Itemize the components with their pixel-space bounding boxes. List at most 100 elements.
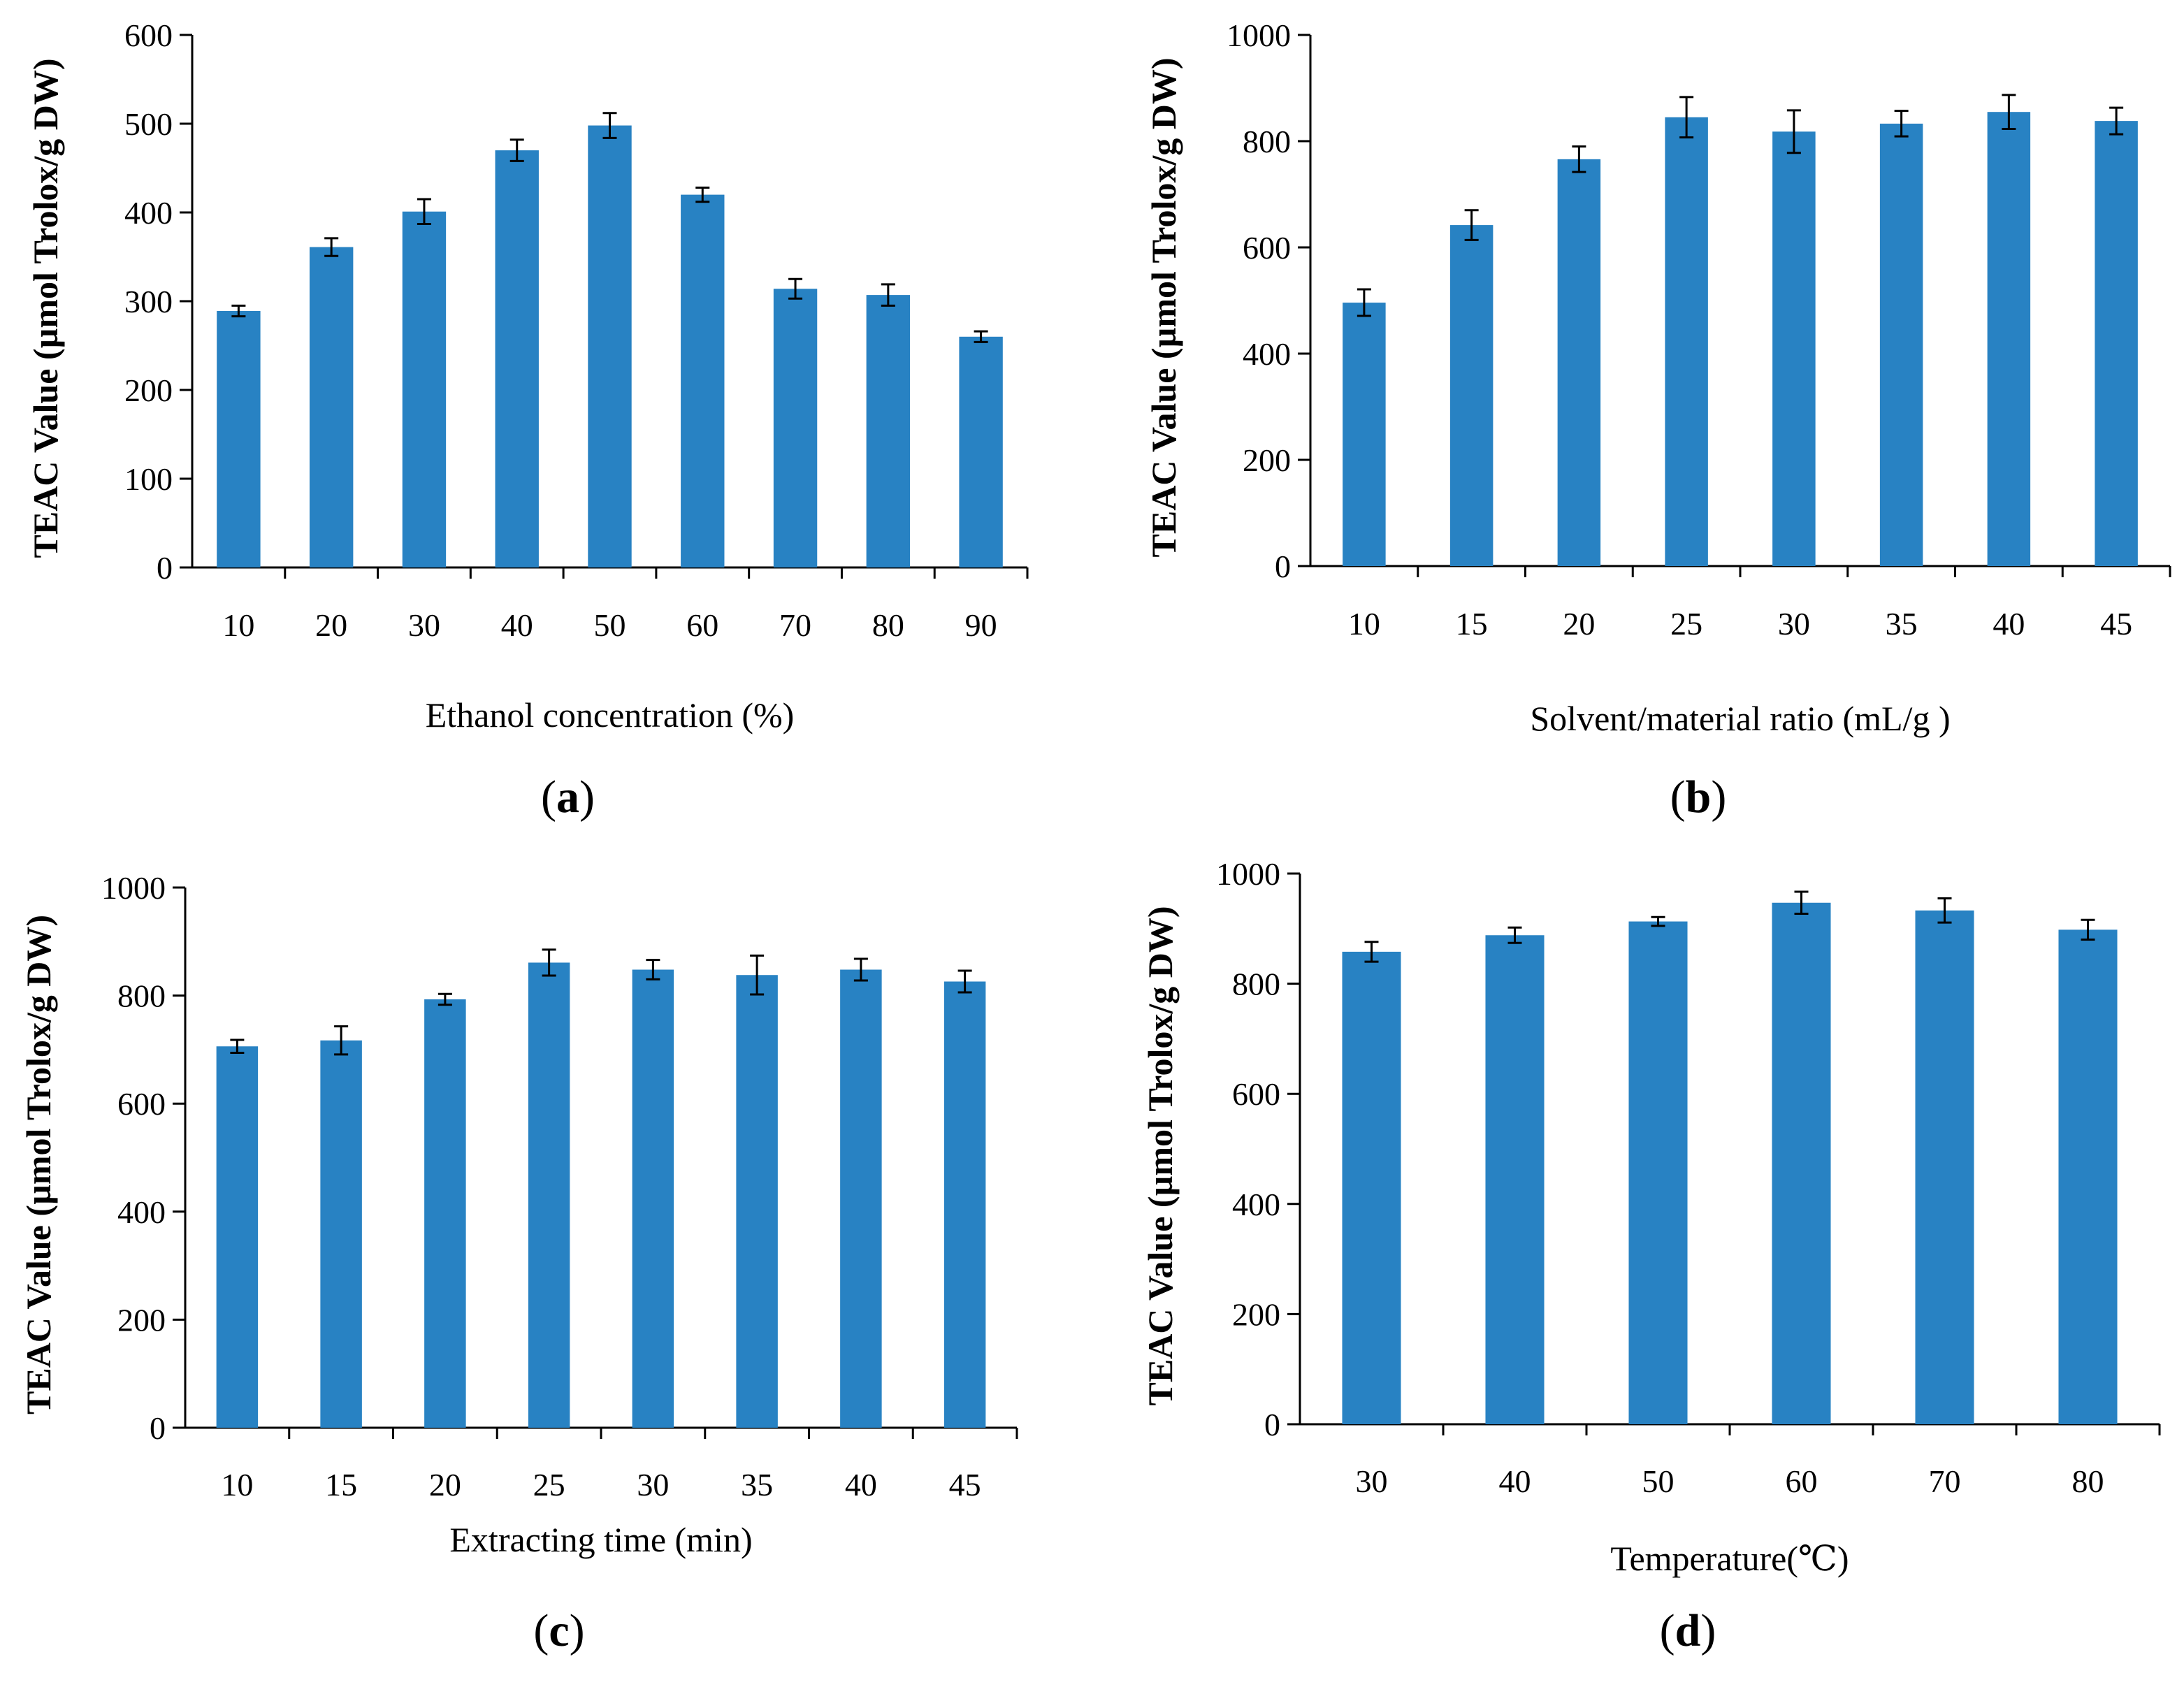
bar-15: [320, 1040, 362, 1428]
y-tick-label: 0: [150, 1410, 166, 1446]
x-tick-label: 20: [1563, 606, 1595, 642]
x-tick-label: 30: [637, 1467, 669, 1503]
bar-30: [1342, 951, 1401, 1424]
x-tick-label: 45: [949, 1467, 981, 1503]
y-axis-title: TEAC Value (µmol Trolox/g DW): [1144, 58, 1183, 558]
y-tick-label: 1000: [101, 870, 166, 906]
x-tick-label: 15: [325, 1467, 357, 1503]
x-tick-label: 40: [501, 607, 533, 643]
bar-50: [1628, 921, 1688, 1424]
chart-panel-d: 0 200 400 600 800 1000 30 40 50 60 70 80 Temperature…: [1141, 856, 2161, 1656]
bar-35: [1879, 123, 1923, 567]
y-axis-title: TEAC Value (µmol Trolox/g DW): [1141, 906, 1180, 1406]
x-axis-title: Temperature(℃): [1610, 1539, 1849, 1578]
x-tick-label: 45: [2100, 606, 2132, 642]
bar-60: [681, 194, 725, 568]
x-tick-label: 10: [1348, 606, 1380, 642]
x-axis-title: Extracting time (min): [449, 1520, 752, 1559]
y-tick-label: 600: [124, 17, 173, 53]
bar-30: [402, 211, 447, 567]
x-tick-label: 80: [872, 607, 904, 643]
y-tick-label: 200: [124, 372, 173, 408]
bar-30: [632, 969, 674, 1428]
x-tick-label: 60: [686, 607, 718, 643]
x-tick-label: 30: [1356, 1463, 1388, 1499]
panel-label: (d): [1660, 1605, 1716, 1656]
y-tick-label: 200: [117, 1302, 166, 1338]
x-tick-label: 20: [315, 607, 347, 643]
x-tick-label: 40: [1499, 1463, 1531, 1499]
x-tick-label: 40: [845, 1467, 877, 1503]
bar-70: [773, 289, 818, 567]
bar-40: [495, 150, 539, 568]
y-tick-label: 800: [1232, 966, 1280, 1002]
bar-40: [840, 969, 882, 1428]
bar-40: [1987, 112, 2031, 566]
x-tick-label: 15: [1456, 606, 1488, 642]
bar-30: [1772, 131, 1816, 566]
y-tick-label: 200: [1232, 1296, 1280, 1332]
bar-80: [2058, 929, 2118, 1424]
chart-panel-a: 0 100 200 300 400 500 600 10 20 30 40 50 60 70 80 90 Eth…: [26, 17, 1029, 823]
y-tick-label: 400: [1232, 1187, 1280, 1222]
y-tick-label: 400: [117, 1194, 166, 1230]
y-tick-label: 800: [1243, 124, 1291, 159]
x-tick-label: 35: [1886, 606, 1918, 642]
y-tick-label: 1000: [1216, 856, 1280, 892]
x-tick-label: 30: [1778, 606, 1810, 642]
chart-panel-c: 0 200 400 600 800 1000 10 15 20 25 30 35 40 45 Extract…: [19, 870, 1018, 1656]
y-tick-label: 500: [124, 106, 173, 142]
y-tick-label: 200: [1243, 442, 1291, 478]
bar-20: [309, 247, 354, 567]
x-tick-label: 70: [779, 607, 811, 643]
x-axis-title: Ethanol concentration (%): [426, 695, 795, 734]
y-tick-label: 600: [117, 1086, 166, 1122]
y-tick-label: 0: [1275, 549, 1291, 584]
chart-panel-b: 0 200 400 600 800 1000 10 15 20 25 30 35 40 45 Solvent…: [1144, 17, 2171, 823]
bar-20: [1557, 159, 1601, 567]
x-tick-label: 70: [1929, 1463, 1961, 1499]
x-tick-label: 10: [221, 1467, 253, 1503]
y-tick-label: 100: [124, 461, 173, 497]
y-tick-label: 800: [117, 978, 166, 1014]
x-tick-label: 40: [1993, 606, 2025, 642]
bar-25: [1665, 117, 1708, 567]
panel-label: (a): [541, 772, 595, 823]
x-tick-label: 50: [594, 607, 626, 643]
bar-70: [1915, 910, 1974, 1424]
x-tick-label: 60: [1786, 1463, 1818, 1499]
x-tick-label: 50: [1642, 1463, 1675, 1499]
bar-40: [1485, 935, 1545, 1424]
x-tick-label: 10: [222, 607, 254, 643]
bar-20: [424, 999, 466, 1428]
panel-label: (c): [533, 1605, 584, 1656]
x-tick-label: 20: [429, 1467, 461, 1503]
x-axis-title: Solvent/material ratio (mL/g ): [1530, 699, 1950, 738]
bar-10: [1343, 303, 1386, 566]
x-tick-label: 90: [965, 607, 997, 643]
y-tick-label: 400: [124, 195, 173, 231]
y-tick-label: 300: [124, 284, 173, 319]
y-tick-label: 1000: [1227, 17, 1291, 53]
x-tick-label: 80: [2072, 1463, 2104, 1499]
bar-35: [736, 975, 778, 1428]
bar-25: [528, 962, 570, 1428]
bar-60: [1772, 902, 1831, 1424]
y-tick-label: 0: [157, 550, 173, 586]
bar-45: [943, 981, 986, 1428]
bar-80: [866, 295, 911, 567]
y-tick-label: 400: [1243, 336, 1291, 372]
y-tick-label: 0: [1264, 1407, 1280, 1442]
bar-50: [588, 125, 632, 568]
bar-45: [2095, 121, 2138, 566]
y-axis-title: TEAC Value (µmol Trolox/g DW): [19, 915, 58, 1414]
x-tick-label: 25: [1670, 606, 1702, 642]
bar-90: [959, 336, 1003, 567]
y-tick-label: 600: [1243, 230, 1291, 266]
bar-10: [217, 310, 261, 567]
bar-10: [216, 1046, 259, 1428]
x-tick-label: 35: [741, 1467, 773, 1503]
y-tick-label: 600: [1232, 1076, 1280, 1112]
